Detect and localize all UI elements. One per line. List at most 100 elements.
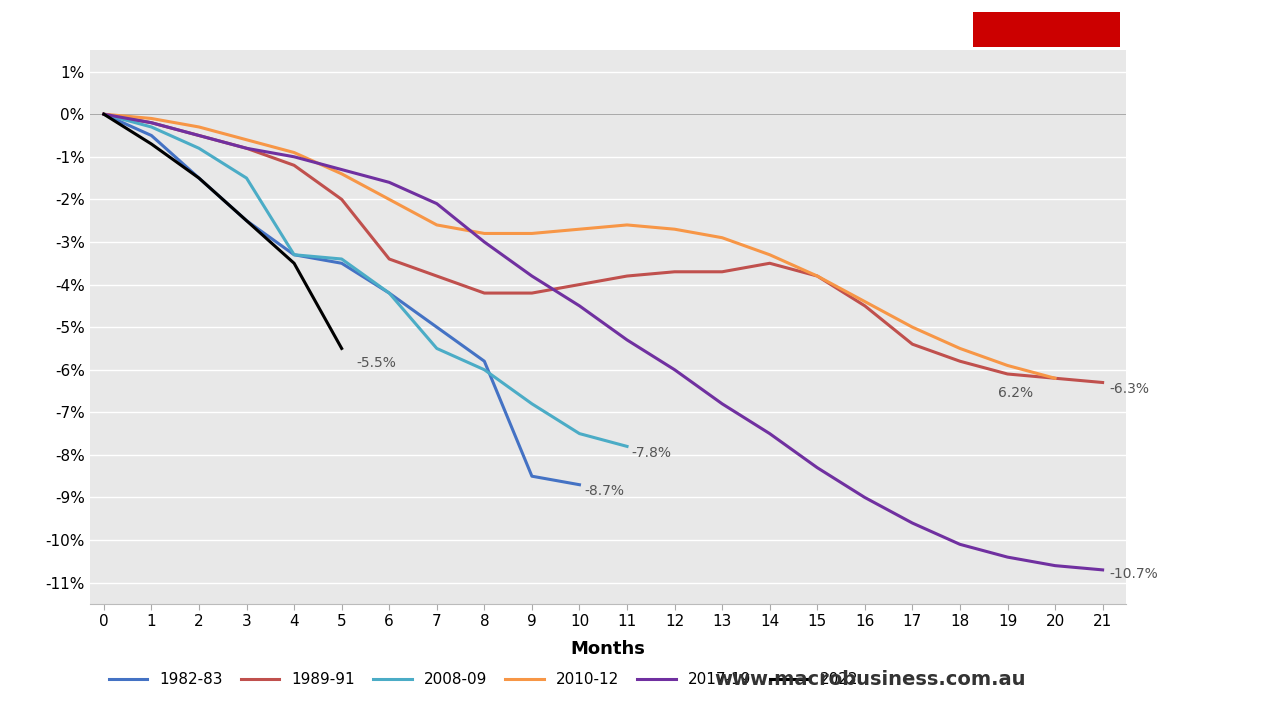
- 1989-91: [1094, 378, 1110, 387]
- 1989-91: [952, 357, 968, 365]
- 2010-12: [381, 195, 397, 203]
- 1989-91: [239, 144, 255, 152]
- 2017-19: [381, 178, 397, 187]
- X-axis label: Months: Months: [571, 641, 645, 659]
- 2017-19: [762, 429, 777, 438]
- 1989-91: [1000, 370, 1015, 378]
- 1982-83: [476, 357, 492, 365]
- 1989-91: [476, 289, 492, 298]
- 1989-91: [762, 259, 777, 267]
- 2017-19: [287, 152, 302, 161]
- 2010-12: [287, 148, 302, 157]
- 1989-91: [429, 272, 444, 280]
- 2022: [191, 174, 206, 183]
- 1982-83: [287, 250, 302, 259]
- 2017-19: [620, 336, 635, 344]
- 1982-83: [381, 289, 397, 298]
- 2008-09: [334, 255, 349, 263]
- 2010-12: [858, 297, 873, 306]
- Text: -6.3%: -6.3%: [1110, 382, 1149, 396]
- 1989-91: [809, 272, 824, 280]
- 1982-83: [239, 216, 255, 225]
- 1989-91: [96, 110, 111, 119]
- 1989-91: [572, 280, 588, 289]
- 2010-12: [714, 234, 730, 242]
- 2017-19: [905, 518, 920, 527]
- Line: 2022: 2022: [104, 114, 342, 349]
- Line: 1989-91: 1989-91: [104, 114, 1102, 383]
- 2022: [143, 139, 159, 148]
- 2008-09: [620, 442, 635, 451]
- 2008-09: [287, 250, 302, 259]
- 2017-19: [191, 131, 206, 139]
- 2010-12: [429, 221, 444, 229]
- 2017-19: [952, 540, 968, 549]
- Text: -7.8%: -7.8%: [632, 446, 672, 459]
- 2010-12: [809, 272, 824, 280]
- Line: 2010-12: 2010-12: [104, 114, 1055, 378]
- Text: www.macrobusiness.com.au: www.macrobusiness.com.au: [714, 670, 1027, 689]
- Text: -5.5%: -5.5%: [356, 357, 396, 370]
- 1989-91: [287, 161, 302, 170]
- 2010-12: [1047, 374, 1062, 383]
- 2008-09: [143, 123, 159, 132]
- 1989-91: [334, 195, 349, 203]
- 2017-19: [1000, 553, 1015, 562]
- 2010-12: [905, 323, 920, 331]
- Legend: 1982-83, 1989-91, 2008-09, 2010-12, 2017-19, 2022: 1982-83, 1989-91, 2008-09, 2010-12, 2017…: [102, 666, 864, 693]
- 1982-83: [429, 323, 444, 331]
- 2008-09: [96, 110, 111, 119]
- 2010-12: [620, 221, 635, 229]
- 2017-19: [334, 165, 349, 174]
- 2010-12: [667, 225, 682, 234]
- 2017-19: [858, 493, 873, 502]
- 2017-19: [239, 144, 255, 152]
- 2017-19: [143, 119, 159, 127]
- 2022: [96, 110, 111, 119]
- 2008-09: [239, 174, 255, 183]
- 2010-12: [191, 123, 206, 132]
- 2017-19: [476, 238, 492, 247]
- 2010-12: [143, 114, 159, 123]
- 2010-12: [239, 135, 255, 144]
- 1982-83: [334, 259, 349, 267]
- 1989-91: [1047, 374, 1062, 383]
- 1982-83: [191, 174, 206, 183]
- 1989-91: [143, 119, 159, 127]
- 1989-91: [620, 272, 635, 280]
- 1989-91: [191, 131, 206, 139]
- 2022: [334, 344, 349, 353]
- Text: 6.2%: 6.2%: [998, 386, 1033, 400]
- Line: 2017-19: 2017-19: [104, 114, 1102, 570]
- 2008-09: [525, 400, 540, 408]
- 2008-09: [476, 365, 492, 374]
- 1982-83: [96, 110, 111, 119]
- 2017-19: [572, 301, 588, 310]
- 1982-83: [572, 480, 588, 489]
- 2010-12: [525, 229, 540, 238]
- 1989-91: [381, 255, 397, 263]
- 2022: [239, 216, 255, 225]
- 2008-09: [191, 144, 206, 152]
- 1989-91: [714, 267, 730, 276]
- 2017-19: [1094, 566, 1110, 574]
- 2010-12: [96, 110, 111, 119]
- 2008-09: [429, 344, 444, 353]
- 2017-19: [667, 365, 682, 374]
- 2010-12: [952, 344, 968, 353]
- 2017-19: [96, 110, 111, 119]
- Line: 1982-83: 1982-83: [104, 114, 580, 485]
- 2017-19: [809, 463, 824, 472]
- 1989-91: [858, 301, 873, 310]
- 2008-09: [381, 289, 397, 298]
- 2010-12: [476, 229, 492, 238]
- 1989-91: [667, 267, 682, 276]
- 1989-91: [905, 340, 920, 349]
- 2010-12: [762, 250, 777, 259]
- 2010-12: [572, 225, 588, 234]
- 2017-19: [429, 199, 444, 208]
- 2017-19: [1047, 562, 1062, 570]
- 2008-09: [572, 429, 588, 438]
- 2022: [287, 259, 302, 267]
- Text: -10.7%: -10.7%: [1110, 567, 1158, 581]
